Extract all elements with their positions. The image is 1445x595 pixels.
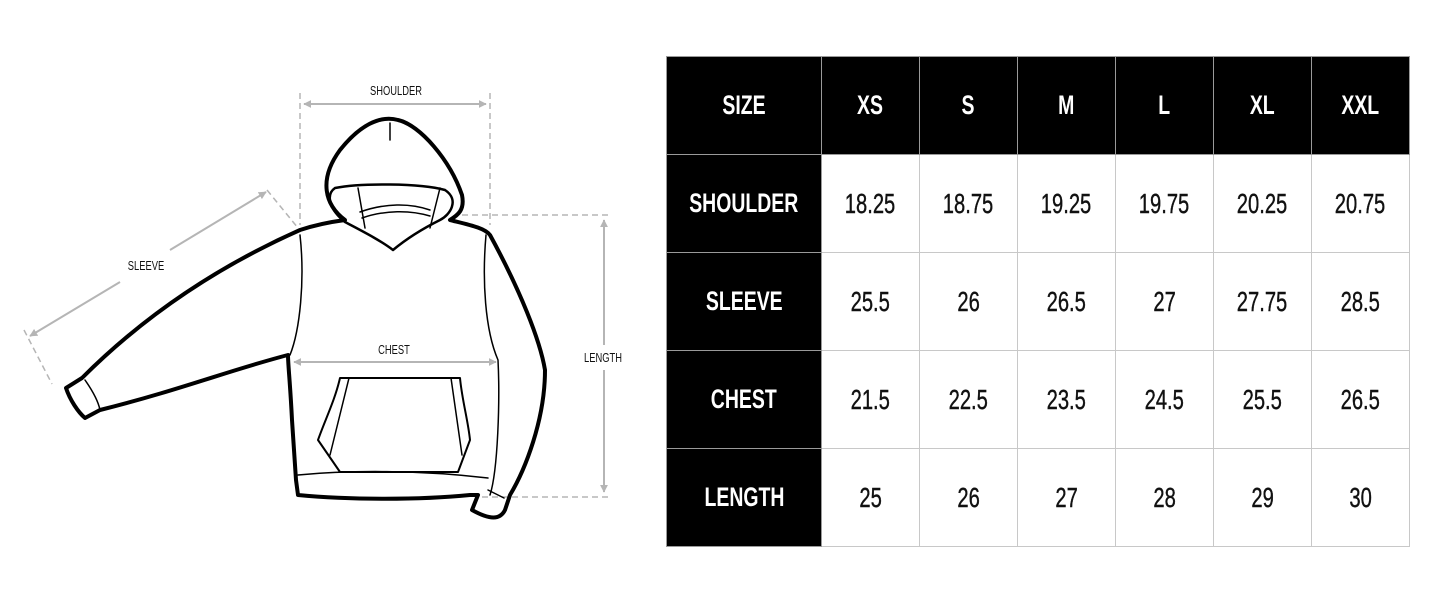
value: 19.25: [1041, 187, 1092, 219]
value: 28: [1153, 481, 1176, 513]
value-cell: 27.75: [1213, 252, 1312, 351]
sleeve-label: SLEEVE: [128, 260, 165, 274]
header-label: XS: [857, 90, 884, 120]
value: 22.5: [948, 383, 989, 415]
value-cell: 25.5: [1213, 350, 1312, 449]
value: 18.75: [943, 187, 994, 219]
hoodie-diagram: SHOULDER SLEEVE CHEST LENGTH: [23, 85, 622, 520]
value: 23.5: [1046, 383, 1087, 415]
value: 28.5: [1340, 285, 1381, 317]
value-cell: 26: [919, 252, 1018, 351]
row-label: LENGTH: [704, 482, 784, 512]
value: 27: [1055, 481, 1078, 513]
header-label: L: [1158, 90, 1171, 120]
value: 26: [957, 481, 980, 513]
table-header-row: SIZE XS S M L XL XXL: [666, 56, 1410, 155]
value: 20.75: [1335, 187, 1386, 219]
measurement-guides: [23, 93, 612, 498]
header-cell: M: [1017, 56, 1116, 155]
header-label: M: [1058, 90, 1075, 120]
value: 26.5: [1340, 383, 1381, 415]
value-cell: 19.25: [1017, 154, 1116, 253]
table-row: SHOULDER 18.25 18.75 19.25 19.75 20.25 20.75: [666, 154, 1410, 253]
value-cell: 18.75: [919, 154, 1018, 253]
shoulder-label: SHOULDER: [370, 85, 422, 99]
value-cell: 25.5: [821, 252, 920, 351]
value: 30: [1349, 481, 1372, 513]
value-cell: 21.5: [821, 350, 920, 449]
value: 26.5: [1046, 285, 1087, 317]
value-cell: 19.75: [1115, 154, 1214, 253]
value-cell: 25: [821, 448, 920, 547]
row-label-cell: SHOULDER: [666, 154, 822, 253]
value-cell: 18.25: [821, 154, 920, 253]
header-cell: XS: [821, 56, 920, 155]
row-label: SHOULDER: [689, 188, 799, 218]
value-cell: 24.5: [1115, 350, 1214, 449]
value-cell: 27: [1115, 252, 1214, 351]
row-label: CHEST: [711, 384, 777, 414]
value: 20.25: [1237, 187, 1288, 219]
value-cell: 22.5: [919, 350, 1018, 449]
header-cell: L: [1115, 56, 1214, 155]
value-cell: 29: [1213, 448, 1312, 547]
table-row: CHEST 21.5 22.5 23.5 24.5 25.5 26.5: [666, 350, 1410, 449]
value: 25: [859, 481, 882, 513]
value: 19.75: [1139, 187, 1190, 219]
value-cell: 26: [919, 448, 1018, 547]
length-label: LENGTH: [584, 352, 622, 366]
value: 26: [957, 285, 980, 317]
size-chart-table: SIZE XS S M L XL XXL SHOULDER 18.25 18.75 1…: [666, 56, 1410, 547]
header-cell: XL: [1213, 56, 1312, 155]
header-label: XL: [1250, 90, 1275, 120]
value-cell: 20.75: [1311, 154, 1410, 253]
value: 21.5: [850, 383, 891, 415]
value: 24.5: [1144, 383, 1185, 415]
value-cell: 20.25: [1213, 154, 1312, 253]
row-label-cell: CHEST: [666, 350, 822, 449]
value: 29: [1251, 481, 1274, 513]
row-label-cell: LENGTH: [666, 448, 822, 547]
value-cell: 28: [1115, 448, 1214, 547]
header-label: SIZE: [722, 90, 766, 120]
value-cell: 23.5: [1017, 350, 1116, 449]
table-row: SLEEVE 25.5 26 26.5 27 27.75 28.5: [666, 252, 1410, 351]
header-label: S: [962, 90, 975, 120]
value-cell: 28.5: [1311, 252, 1410, 351]
value: 27.75: [1237, 285, 1288, 317]
value-cell: 30: [1311, 448, 1410, 547]
value: 27: [1153, 285, 1176, 317]
row-label: SLEEVE: [705, 286, 783, 316]
value: 18.25: [845, 187, 896, 219]
value-cell: 26.5: [1311, 350, 1410, 449]
row-label-cell: SLEEVE: [666, 252, 822, 351]
header-label: XXL: [1341, 90, 1380, 120]
value: 25.5: [850, 285, 891, 317]
chest-label: CHEST: [378, 344, 410, 358]
value-cell: 26.5: [1017, 252, 1116, 351]
value-cell: 27: [1017, 448, 1116, 547]
header-cell: XXL: [1311, 56, 1410, 155]
header-cell: SIZE: [666, 56, 822, 155]
value: 25.5: [1242, 383, 1283, 415]
hoodie-outline: [64, 116, 547, 520]
table-row: LENGTH 25 26 27 28 29 30: [666, 448, 1410, 547]
header-cell: S: [919, 56, 1018, 155]
